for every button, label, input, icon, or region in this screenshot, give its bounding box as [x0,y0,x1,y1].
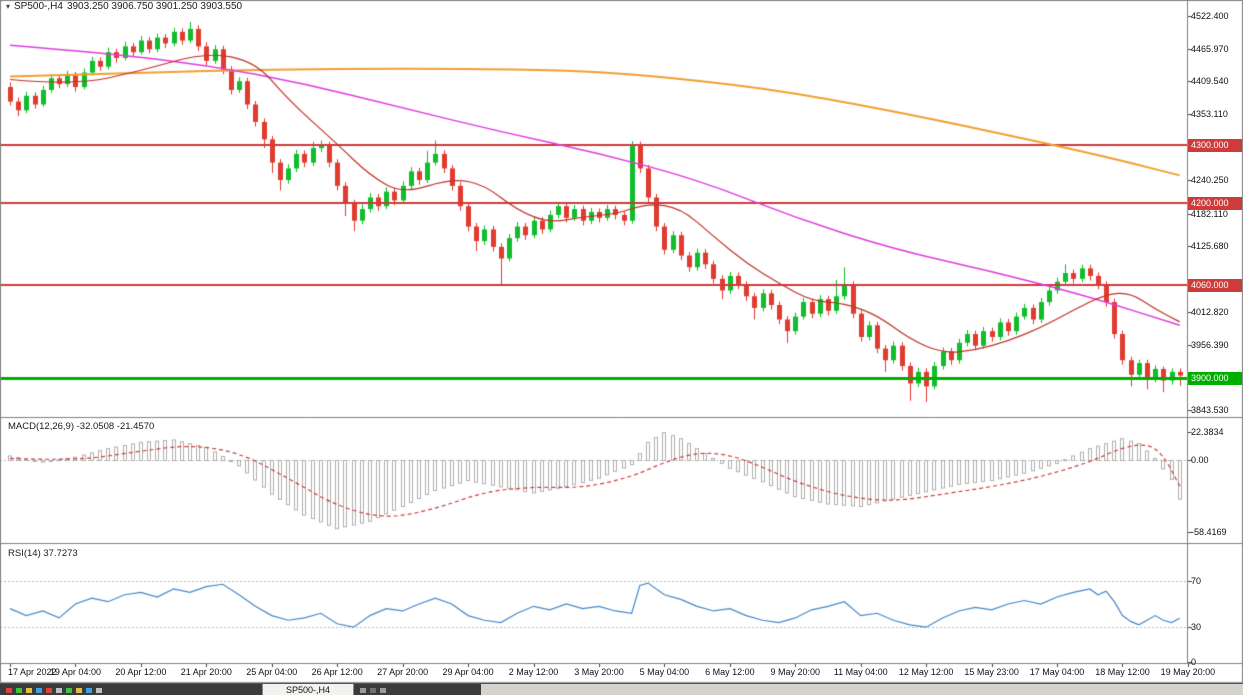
bottom-bar: SP500-,H4 [0,683,1243,695]
chart-tab-label: SP500-,H4 [285,685,331,695]
chart-tab-sp500[interactable]: SP500-,H4 [262,684,354,695]
bottom-ticker-decoration [0,684,262,695]
bottom-ticker-decoration-2 [354,684,481,695]
